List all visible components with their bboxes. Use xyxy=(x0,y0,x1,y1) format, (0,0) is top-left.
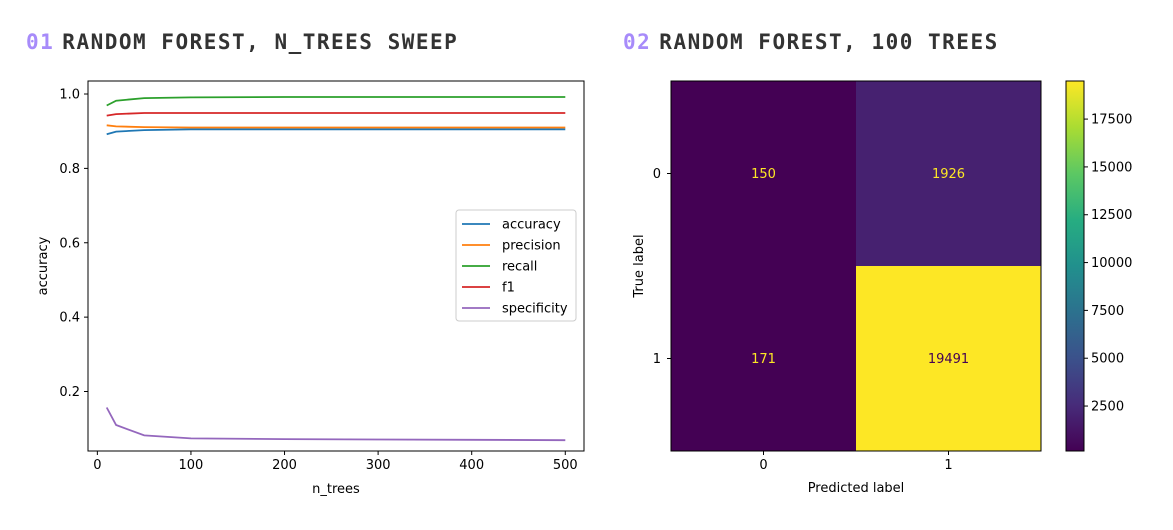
matrix-cell-value: 19491 xyxy=(928,352,969,367)
line-chart: 0 100 200 300 400 500 0.2 0.4 0.6 0.8 1.0 n_trees ac… xyxy=(36,80,585,497)
colorbar-tick-label: 2500 xyxy=(1091,400,1124,415)
colorbar-tick-label: 15000 xyxy=(1091,160,1132,175)
series-line-f1 xyxy=(106,112,566,117)
colorbar-tick-label: 5000 xyxy=(1091,352,1124,367)
x-tick-label: 300 xyxy=(366,458,391,473)
y-tick-label: 0.4 xyxy=(59,311,80,326)
panel-title-text-1: RANDOM FOREST, N_TREES SWEEP xyxy=(62,30,459,54)
panel-number-2: 02 xyxy=(623,30,652,54)
x-tick-label: 0 xyxy=(93,458,101,473)
matrix-cell-value: 150 xyxy=(751,167,776,182)
series-line-recall xyxy=(106,96,566,107)
y-tick-label: 1 xyxy=(653,352,661,367)
legend-label-f1: f1 xyxy=(502,281,515,296)
series-line-precision xyxy=(106,124,566,129)
legend-label-precision: precision xyxy=(502,239,561,254)
x-tick-label: 1 xyxy=(944,458,952,473)
plot-frame xyxy=(87,80,585,452)
x-tick-label: 200 xyxy=(272,458,297,473)
y-axis-label: accuracy xyxy=(36,236,51,295)
colorbar xyxy=(1065,80,1085,452)
panel-number-1: 01 xyxy=(26,30,55,54)
colorbar-tick-label: 17500 xyxy=(1091,113,1132,128)
matrix-cell xyxy=(671,266,856,451)
legend-box xyxy=(455,209,577,322)
y-tick-label: 0 xyxy=(653,167,661,182)
matrix-cell xyxy=(856,81,1041,266)
x-axis-label: n_trees xyxy=(312,482,360,497)
y-tick-label: 0.8 xyxy=(59,162,80,177)
x-tick-label: 500 xyxy=(553,458,578,473)
x-tick-label: 100 xyxy=(179,458,204,473)
x-tick-label: 400 xyxy=(459,458,484,473)
colorbar-tick-label: 10000 xyxy=(1091,256,1132,271)
colorbar-tick-label: 7500 xyxy=(1091,304,1124,319)
matrix-frame xyxy=(670,80,1042,452)
series-line-specificity xyxy=(105,407,566,442)
y-tick-label: 0.2 xyxy=(59,385,80,400)
legend-label-specificity: specificity xyxy=(502,302,568,317)
legend: accuracy precision recall f1 specificity xyxy=(455,209,577,322)
panel-title-2: 02 RANDOM FOREST, 100 TREES xyxy=(623,30,999,54)
matrix-cell xyxy=(671,81,856,266)
panel-title-1: 01 RANDOM FOREST, N_TREES SWEEP xyxy=(26,30,458,54)
legend-label-accuracy: accuracy xyxy=(502,218,561,233)
y-axis-label: True label xyxy=(632,234,647,298)
series-line-accuracy xyxy=(106,128,566,136)
colorbar-tick-label: 12500 xyxy=(1091,208,1132,223)
x-tick-label: 0 xyxy=(759,458,767,473)
matrix-cell-value: 171 xyxy=(751,352,776,367)
matrix-cell xyxy=(856,266,1041,451)
legend-label-recall: recall xyxy=(502,260,537,275)
matrix-cell-value: 1926 xyxy=(932,167,965,182)
y-tick-label: 1.0 xyxy=(59,88,80,103)
confusion-matrix-chart: 150 1926 171 19491 0 1 0 1 Predicted label True l… xyxy=(632,80,1132,496)
x-axis-label: Predicted label xyxy=(808,481,905,496)
panel-title-text-2: RANDOM FOREST, 100 TREES xyxy=(659,30,999,54)
y-tick-label: 0.6 xyxy=(59,236,80,251)
